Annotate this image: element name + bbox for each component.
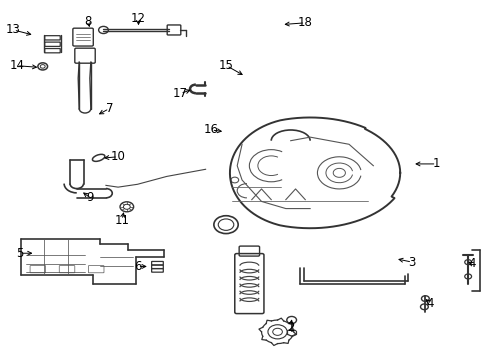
Text: 16: 16 [203,123,219,136]
Text: 12: 12 [131,12,146,25]
Text: 18: 18 [297,16,312,29]
Text: 10: 10 [110,150,125,163]
Text: 13: 13 [6,23,21,36]
Text: 2: 2 [286,321,294,334]
Text: 15: 15 [219,59,233,72]
Text: 1: 1 [432,157,439,170]
Text: 7: 7 [105,102,113,115]
Text: 9: 9 [86,192,94,204]
Text: 3: 3 [407,256,415,269]
Text: 17: 17 [172,87,187,100]
Text: 5: 5 [16,247,23,260]
Text: 4: 4 [468,257,475,270]
Text: 4: 4 [426,297,433,310]
Text: 8: 8 [84,14,91,27]
Text: 11: 11 [114,213,129,226]
Text: 6: 6 [134,260,141,273]
Text: 14: 14 [9,59,24,72]
